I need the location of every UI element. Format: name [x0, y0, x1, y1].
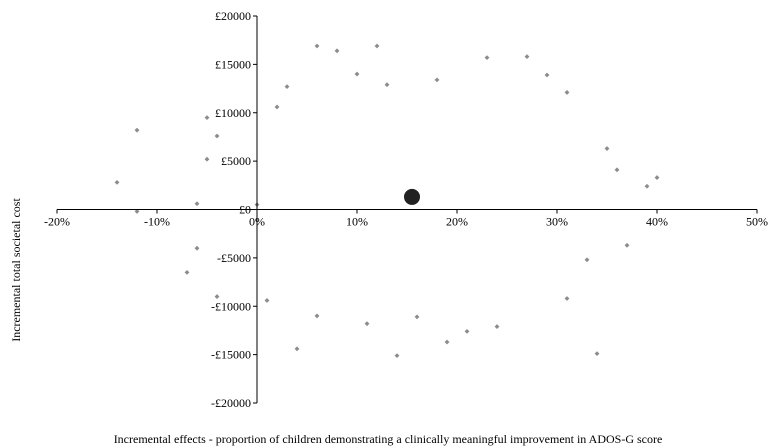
- scatter-point: [644, 183, 650, 189]
- scatter-point: [494, 324, 500, 329]
- scatter-point: [624, 242, 630, 248]
- x-tick-label: 50%: [746, 215, 768, 229]
- scatter-point: [184, 269, 190, 275]
- y-tick-label: -£10000: [211, 299, 251, 313]
- scatter-point: [134, 209, 140, 214]
- scatter-point: [204, 156, 210, 162]
- x-tick-label: 10%: [346, 215, 368, 229]
- scatter-point: [194, 245, 200, 251]
- x-tick-label: -20%: [44, 215, 70, 229]
- y-tick-label: -£15000: [211, 348, 251, 362]
- y-axis-ticks: £20000 £15000 £10000 £5000 £0 -£5000 -£10000 -£…: [211, 9, 257, 410]
- x-tick-label: 40%: [646, 215, 668, 229]
- scatter-point: [354, 71, 360, 77]
- scatter-point: [134, 127, 140, 133]
- scatter-point: [524, 54, 530, 60]
- scatter-point: [484, 55, 490, 61]
- scatter-point: [374, 43, 380, 49]
- point-estimate-marker: [404, 188, 420, 205]
- scatter-point: [464, 329, 470, 334]
- y-tick-label: £20000: [215, 9, 251, 23]
- scatter-point: [364, 321, 370, 327]
- x-axis-ticks: -20% -10% 0% 10% 20% 30% 40% 50%: [44, 209, 768, 229]
- scatter-point: [314, 43, 320, 49]
- y-tick-label: -£5000: [217, 251, 251, 265]
- x-tick-label: 20%: [446, 215, 468, 229]
- scatter-point: [594, 351, 600, 357]
- y-axis-title: Incremental total societal cost: [9, 198, 23, 342]
- y-tick-label: £10000: [215, 106, 251, 120]
- y-tick-label: -£20000: [211, 396, 251, 410]
- scatter-point: [194, 201, 200, 207]
- x-axis-title: Incremental effects - proportion of chil…: [114, 432, 663, 446]
- scatter-point: [284, 84, 290, 90]
- y-tick-label: £5000: [221, 154, 251, 168]
- scatter-point: [384, 82, 390, 88]
- scatter-point: [544, 72, 550, 78]
- y-tick-label: £15000: [215, 57, 251, 71]
- scatter-point: [214, 133, 220, 139]
- scatter-point: [444, 339, 450, 345]
- axes: [57, 16, 757, 403]
- scatter-point: [414, 314, 420, 320]
- scatter-point: [334, 48, 340, 54]
- x-tick-label: 30%: [546, 215, 568, 229]
- scatter-point: [314, 313, 320, 319]
- scatter-point: [274, 104, 280, 110]
- scatter-point: [604, 146, 610, 151]
- scatter-point: [654, 175, 660, 180]
- scatter-point: [114, 180, 120, 185]
- scatter-point: [434, 77, 440, 83]
- scatter-point: [204, 115, 210, 120]
- y-tick-label: £0: [239, 203, 251, 217]
- scatter-point: [584, 257, 590, 263]
- scatter-point: [564, 296, 570, 301]
- scatter-points: [114, 43, 660, 358]
- scatter-point: [394, 353, 400, 358]
- x-tick-label: -10%: [144, 215, 170, 229]
- scatter-point: [214, 294, 220, 299]
- x-tick-label: 0%: [249, 215, 265, 229]
- scatter-point: [564, 90, 570, 95]
- scatter-point: [614, 167, 620, 173]
- scatter-point: [264, 298, 270, 303]
- scatter-point: [294, 346, 300, 352]
